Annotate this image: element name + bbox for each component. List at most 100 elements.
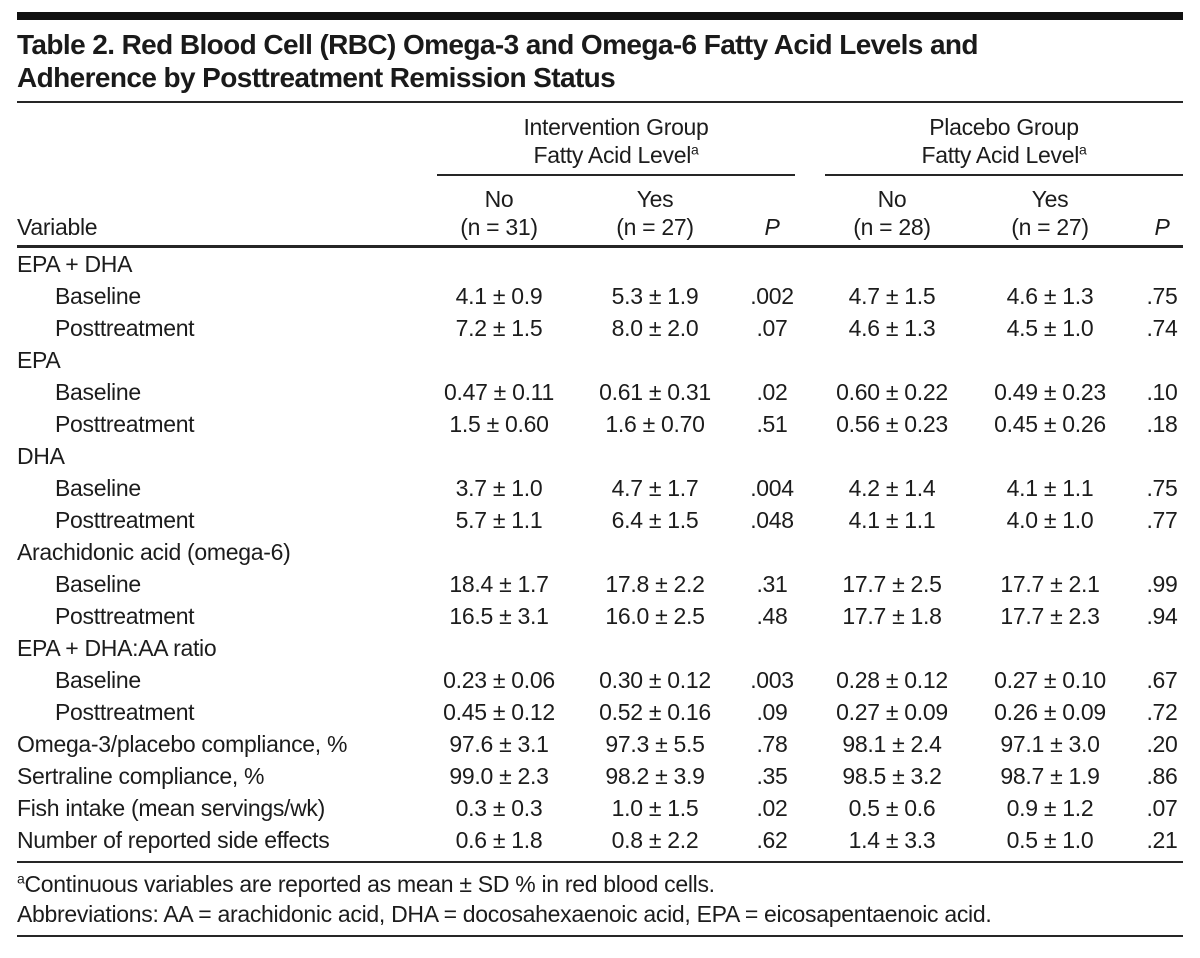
value-cell: 4.2 ± 1.4 — [848, 475, 936, 501]
table-row: EPA + DHA — [17, 247, 1183, 281]
p-value-cell — [749, 632, 795, 664]
value-cell: 4.7 ± 1.5 — [848, 283, 936, 309]
value-cell: 4.1 ± 0.9 — [455, 283, 543, 309]
p-value-cell: .09 — [756, 699, 788, 725]
value-cell: 98.5 ± 3.2 — [842, 763, 942, 789]
value-cell: 0.52 ± 0.16 — [599, 699, 711, 725]
placebo-group-sublabel: Fatty Acid Level — [921, 142, 1080, 168]
p-value-cell: .003 — [750, 667, 794, 693]
spacer-cell — [795, 728, 825, 760]
p-value-cell — [749, 440, 795, 472]
value-cell: 0.28 ± 0.12 — [836, 667, 948, 693]
value-cell — [561, 440, 749, 472]
row-label: Baseline — [55, 475, 141, 501]
value-cell: 0.6 ± 1.8 — [455, 827, 543, 853]
value-cell — [561, 536, 749, 568]
value-cell — [825, 632, 959, 664]
p-value-cell — [1141, 344, 1183, 376]
table-row: Baseline 4.1 ± 0.9 5.3 ± 1.9 .002 4.7 ± 1.5 4… — [17, 280, 1183, 312]
footnote-marker: a — [691, 141, 699, 158]
value-cell: 17.7 ± 2.5 — [842, 571, 942, 597]
variable-column-header: Variable — [17, 175, 437, 248]
p-value-cell: .048 — [750, 507, 794, 533]
table-row: Number of reported side effects 0.6 ± 1.8… — [17, 824, 1183, 856]
value-cell: 7.2 ± 1.5 — [455, 315, 543, 341]
value-cell — [959, 536, 1141, 568]
spacer-cell — [795, 600, 825, 632]
value-cell: 0.3 ± 0.3 — [455, 795, 543, 821]
p-value-cell: .75 — [1146, 283, 1178, 309]
value-cell: 98.7 ± 1.9 — [1000, 763, 1100, 789]
value-cell: 0.56 ± 0.23 — [836, 411, 948, 437]
value-cell: 1.5 ± 0.60 — [449, 411, 549, 437]
value-cell: 0.27 ± 0.10 — [994, 667, 1106, 693]
footnote-abbreviations: Abbreviations: AA = arachidonic acid, DH… — [17, 901, 992, 927]
p-value-cell: .31 — [756, 571, 788, 597]
p-value-cell: .002 — [750, 283, 794, 309]
value-cell: 0.61 ± 0.31 — [599, 379, 711, 405]
row-label: Baseline — [55, 283, 141, 309]
category-label: Arachidonic acid (omega-6) — [17, 539, 291, 565]
p-value-cell — [749, 344, 795, 376]
row-label: Omega-3/placebo compliance, % — [17, 731, 348, 757]
row-label: Posttreatment — [55, 603, 195, 629]
value-cell: 97.6 ± 3.1 — [449, 731, 549, 757]
spacer-cell — [795, 376, 825, 408]
col-header-p-placebo: P — [1141, 175, 1184, 248]
spacer-cell — [795, 312, 825, 344]
p-value-cell — [1141, 440, 1183, 472]
p-value-cell: .78 — [756, 731, 788, 757]
value-cell: 0.27 ± 0.09 — [836, 699, 948, 725]
value-cell: 0.30 ± 0.12 — [599, 667, 711, 693]
table-row: Arachidonic acid (omega-6) — [17, 536, 1183, 568]
value-cell — [959, 247, 1141, 281]
value-cell: 18.4 ± 1.7 — [449, 571, 549, 597]
p-value-cell: .77 — [1146, 507, 1178, 533]
spacer-cell — [795, 664, 825, 696]
col-header-no-intervention: No (n = 31) — [437, 175, 561, 248]
bottom-rule — [17, 935, 1183, 937]
p-value-cell: .02 — [756, 379, 788, 405]
value-cell: 0.47 ± 0.11 — [444, 379, 554, 405]
value-cell: 1.6 ± 0.70 — [605, 411, 705, 437]
value-cell — [437, 536, 561, 568]
value-cell — [561, 344, 749, 376]
col-header-no-placebo: No (n = 28) — [825, 175, 959, 248]
p-value-cell: .72 — [1146, 699, 1178, 725]
value-cell — [561, 632, 749, 664]
footnote-marker: a — [1079, 141, 1087, 158]
value-cell: 4.7 ± 1.7 — [611, 475, 699, 501]
table-row: Posttreatment 0.45 ± 0.12 0.52 ± 0.16 .09 0.… — [17, 696, 1183, 728]
spacer-cell — [795, 632, 825, 664]
spacer-cell — [795, 280, 825, 312]
spacer-cell — [795, 440, 825, 472]
table-row: DHA — [17, 440, 1183, 472]
value-cell — [561, 247, 749, 281]
value-cell: 4.1 ± 1.1 — [848, 507, 936, 533]
p-value-cell — [1141, 632, 1183, 664]
footnote-rule — [17, 861, 1183, 863]
row-label: Baseline — [55, 667, 141, 693]
col-header-yes-placebo: Yes (n = 27) — [959, 175, 1141, 248]
category-label: EPA — [17, 347, 61, 373]
table-row: EPA + DHA:AA ratio — [17, 632, 1183, 664]
value-cell: 0.5 ± 0.6 — [848, 795, 936, 821]
column-header-row: Variable No (n = 31) Yes (n = 27) P No (n =… — [17, 175, 1184, 248]
value-cell: 5.7 ± 1.1 — [455, 507, 543, 533]
p-value-cell: .75 — [1146, 475, 1178, 501]
spacer-cell — [795, 175, 825, 248]
spacer-cell — [795, 824, 825, 856]
table-row: Baseline 0.23 ± 0.06 0.30 ± 0.12 .003 0.28 ±… — [17, 664, 1183, 696]
footnote-marker: a — [17, 870, 25, 887]
value-cell: 4.1 ± 1.1 — [1006, 475, 1094, 501]
p-value-cell: .86 — [1146, 763, 1178, 789]
row-label: Number of reported side effects — [17, 827, 330, 853]
row-label: Posttreatment — [55, 411, 195, 437]
intervention-group-header: Intervention Group Fatty Acid Levela — [437, 103, 795, 176]
table-row: Baseline 18.4 ± 1.7 17.8 ± 2.2 .31 17.7 ± 2.… — [17, 568, 1183, 600]
spacer-cell — [795, 247, 825, 281]
value-cell: 4.5 ± 1.0 — [1006, 315, 1094, 341]
value-cell: 0.8 ± 2.2 — [611, 827, 699, 853]
table-row: Posttreatment 7.2 ± 1.5 8.0 ± 2.0 .07 4.6 ± … — [17, 312, 1183, 344]
